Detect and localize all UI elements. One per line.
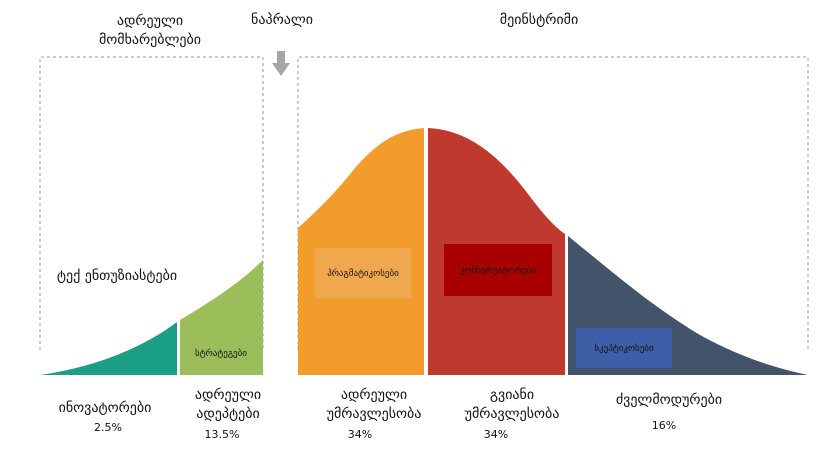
segment-early-adopters — [180, 260, 263, 375]
conservatives-label: კონსერვატორები — [460, 265, 536, 276]
late-majority-name: გვიანი უმრავლესობა — [464, 387, 560, 422]
segment-innovators — [40, 322, 177, 375]
early-majority-pct: 34% — [347, 428, 373, 441]
pragmatists-label: პრაგმატიკოსები — [327, 268, 399, 279]
late-majority-pct: 34% — [483, 428, 509, 441]
early-majority-name: ადრეული უმრავლესობა — [326, 387, 422, 422]
strategists-label: სტრატეგები — [195, 348, 247, 359]
pragmatists-box — [315, 248, 411, 298]
early-adopters-name: ადრეული ადეპტები — [194, 387, 262, 422]
innovators-pct: 2.5% — [94, 421, 122, 434]
early-adopters-pct: 13.5% — [204, 428, 240, 441]
chasm-label: ნაპრალი — [251, 12, 313, 28]
laggards-pct: 16% — [651, 419, 677, 432]
tech-enthusiasts-label: ტექ ენთუზიასტები — [56, 268, 178, 284]
skeptics-box — [576, 328, 672, 368]
skeptics-label: სკეპტიკოსები — [594, 343, 654, 354]
laggards-name: ძველმოდურები — [615, 392, 723, 408]
mainstream-label: მეინსტრიმი — [499, 12, 579, 28]
innovators-name: ინოვატორები — [58, 400, 152, 416]
early-market-frame — [39, 56, 264, 350]
chasm-arrow-icon — [272, 51, 290, 76]
mainstream-frame — [297, 56, 809, 350]
early-market-label: ადრეული მომხარებლები — [98, 13, 202, 48]
conservatives-box — [444, 244, 552, 296]
